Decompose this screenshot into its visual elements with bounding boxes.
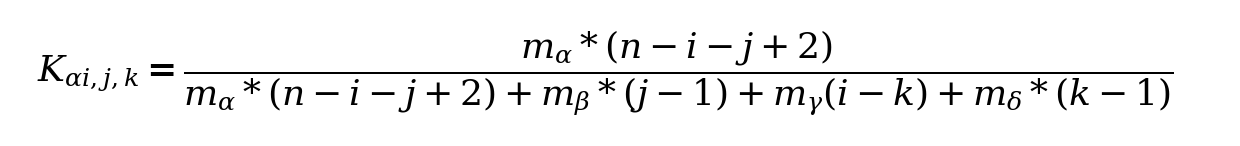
Text: $\boldsymbol{K_{\alpha i,j,k} = \dfrac{m_{\alpha}*(n-i-j+2)}{m_{\alpha}*(n-i-j+2: $\boldsymbol{K_{\alpha i,j,k} = \dfrac{m… (37, 28, 1173, 118)
